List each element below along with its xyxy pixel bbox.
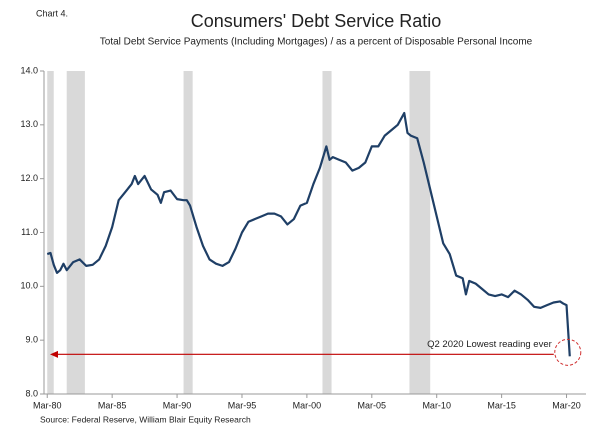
x-tick-label: Mar-10 [422,400,451,410]
annotation-text: Q2 2020 Lowest reading ever [427,339,552,350]
x-tick-label: Mar-05 [358,400,387,410]
data-line [46,111,571,357]
chart-subtitle: Total Debt Service Payments (Including M… [100,37,533,48]
annotation-circle [554,338,582,366]
x-tick-label: Mar-90 [163,400,192,410]
y-tick-label: 9.0 [25,335,38,345]
recession-band [322,71,332,394]
y-tick-label: 11.0 [21,227,38,237]
recession-band [183,71,193,394]
x-tick-label: Mar-95 [228,400,257,410]
arrow-head [50,350,58,358]
y-tick-label: 13.0 [20,119,38,129]
x-tick-label: Mar-80 [33,400,62,410]
x-tick-label: Mar-20 [552,400,581,410]
y-tick-label: 8.0 [25,388,38,398]
x-tick-label: Mar-15 [487,400,516,410]
source-note: Source: Federal Reserve, William Blair E… [40,414,251,424]
y-tick-label: 14.0 [20,65,38,75]
x-tick-label: Mar-00 [293,400,322,410]
y-tick-label: 10.0 [20,281,38,291]
recession-band [66,71,85,394]
y-tick-label: 12.0 [20,173,38,183]
recession-band [409,71,431,394]
chart-title: Consumers' Debt Service Ratio [191,11,442,31]
recession-band [47,71,54,394]
x-tick-label: Mar-85 [98,400,127,410]
chart-label: Chart 4. [36,8,68,18]
